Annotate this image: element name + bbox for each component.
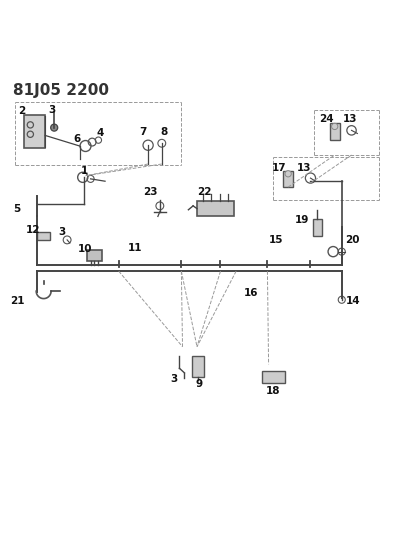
Circle shape (332, 123, 338, 130)
Text: 10: 10 (78, 244, 93, 254)
Text: 6: 6 (73, 134, 80, 144)
Text: 22: 22 (197, 187, 212, 197)
Text: 18: 18 (266, 386, 281, 396)
Circle shape (51, 124, 58, 131)
Text: 16: 16 (244, 288, 258, 298)
Bar (87, 251, 102, 261)
Text: 11: 11 (128, 243, 143, 253)
Text: 14: 14 (346, 296, 360, 306)
Text: 12: 12 (26, 225, 41, 235)
Text: 3: 3 (48, 105, 55, 115)
Text: 81J05 2200: 81J05 2200 (13, 83, 109, 98)
Bar (37, 232, 50, 240)
Text: 13: 13 (297, 163, 311, 173)
Bar (330, 123, 340, 140)
Text: 13: 13 (343, 114, 358, 124)
Bar (24, 116, 45, 148)
Text: 9: 9 (195, 379, 203, 389)
Text: 4: 4 (97, 128, 104, 139)
Text: 8: 8 (160, 127, 168, 138)
Bar (197, 201, 234, 216)
Text: 24: 24 (320, 114, 334, 124)
Circle shape (285, 171, 291, 177)
Text: 1: 1 (81, 166, 88, 176)
Text: 3: 3 (170, 374, 177, 384)
Bar (313, 219, 322, 236)
Bar (262, 371, 284, 383)
Text: 17: 17 (272, 163, 286, 173)
Text: 3: 3 (58, 227, 65, 237)
Text: 23: 23 (143, 187, 158, 197)
Text: 15: 15 (269, 235, 283, 245)
Text: 19: 19 (295, 215, 309, 224)
Text: 2: 2 (18, 106, 25, 116)
Bar (283, 171, 293, 187)
Text: 21: 21 (11, 296, 25, 306)
Text: 5: 5 (13, 204, 20, 214)
Text: 7: 7 (140, 127, 147, 138)
Bar (192, 356, 204, 377)
Text: 20: 20 (346, 235, 360, 245)
